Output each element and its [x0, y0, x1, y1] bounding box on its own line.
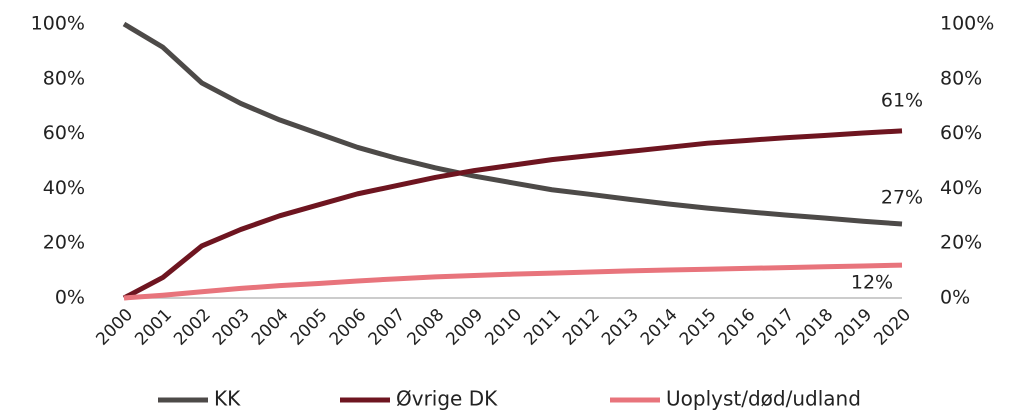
legend-label: Øvrige DK — [396, 387, 498, 411]
y2-tick-label: 100% — [940, 13, 994, 35]
y-tick-label: 40% — [43, 177, 85, 199]
legend-label: Uoplyst/død/udland — [666, 387, 861, 411]
y2-tick-label: 20% — [940, 232, 982, 254]
x-tick-label: 2011 — [520, 305, 565, 350]
x-tick-label: 2007 — [365, 305, 410, 350]
x-tick-label: 2005 — [287, 305, 332, 350]
y2-tick-label: 0% — [940, 287, 970, 309]
legend-label: KK — [214, 387, 241, 411]
x-tick-label: 2012 — [559, 305, 604, 350]
series-line — [122, 21, 903, 227]
y2-tick-label: 60% — [940, 122, 982, 144]
x-tick-label: 2006 — [326, 305, 371, 350]
x-tick-label: 2010 — [481, 305, 526, 350]
series-line — [123, 262, 903, 301]
x-tick-label: 2004 — [248, 305, 293, 350]
x-tick-label: 2015 — [676, 305, 721, 350]
data-label: 61% — [881, 89, 923, 111]
x-tick-label: 2008 — [404, 305, 449, 350]
data-label: 12% — [851, 272, 893, 294]
y-tick-label: 20% — [43, 232, 85, 254]
x-tick-label: 2016 — [715, 305, 760, 350]
y2-tick-label: 80% — [940, 67, 982, 89]
x-tick-label: 2013 — [598, 305, 643, 350]
x-tick-label: 2019 — [831, 305, 876, 350]
x-tick-label: 2002 — [170, 305, 215, 350]
x-tick-label: 2003 — [209, 305, 254, 350]
y-tick-label: 0% — [55, 287, 85, 309]
y-tick-label: 60% — [43, 122, 85, 144]
y-tick-label: 100% — [31, 13, 85, 35]
data-label: 27% — [881, 187, 923, 209]
x-tick-label: 2020 — [870, 305, 915, 350]
series-line — [122, 128, 903, 301]
x-tick-label: 2001 — [131, 305, 176, 350]
x-tick-label: 2000 — [92, 305, 137, 350]
x-tick-label: 2014 — [637, 305, 682, 350]
x-tick-label: 2018 — [793, 305, 838, 350]
x-tick-label: 2017 — [754, 305, 799, 350]
y2-tick-label: 40% — [940, 177, 982, 199]
y-tick-label: 80% — [43, 67, 85, 89]
x-tick-label: 2009 — [442, 305, 487, 350]
